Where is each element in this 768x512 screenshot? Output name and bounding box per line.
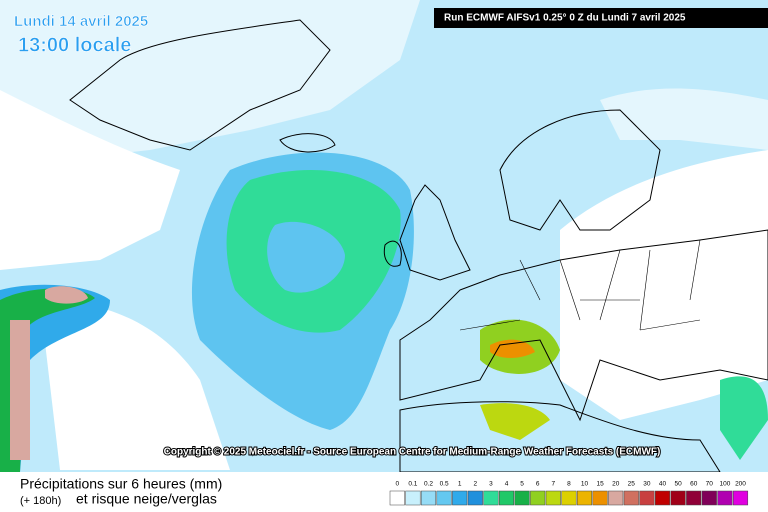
- footer-subtitle: et risque neige/verglas: [76, 491, 217, 507]
- uk-coast: [399, 184, 471, 281]
- legend-swatch: [514, 490, 530, 506]
- map: [0, 0, 768, 473]
- scandinavia-coast: [499, 109, 661, 231]
- legend-swatch: [561, 490, 577, 506]
- legend-label: 1: [458, 481, 462, 488]
- legend-label: 0.1: [408, 481, 417, 488]
- legend-label: 5: [520, 481, 524, 488]
- legend-label: 0: [395, 481, 399, 488]
- legend-swatch: [732, 490, 749, 506]
- legend-swatch: [498, 490, 515, 506]
- precip-intense: [490, 339, 535, 358]
- dry-area: [560, 150, 768, 420]
- greenland-coast: [69, 19, 331, 151]
- dry-area: [40, 300, 230, 470]
- legend-swatch: [530, 490, 546, 506]
- legend-swatch: [420, 490, 437, 506]
- precip-heavy: [480, 403, 550, 440]
- legend-label: 3: [489, 481, 493, 488]
- legend-swatch: [717, 490, 733, 506]
- legend-swatch: [545, 490, 561, 506]
- africa-coast: [399, 401, 721, 473]
- iceland-coast: [279, 133, 336, 153]
- copyright: Copyright © 2025 Meteociel.fr - Source E…: [164, 447, 661, 458]
- legend-label: 30: [643, 481, 651, 488]
- footer-title: Précipitations sur 6 heures (mm): [20, 476, 222, 492]
- precip-light: [600, 88, 768, 150]
- legend-swatch: [452, 490, 468, 506]
- time-label: 13:00 locale: [18, 34, 131, 56]
- legend-swatch: [483, 490, 499, 506]
- legend-swatch: [701, 490, 717, 506]
- legend-swatch: [405, 490, 421, 506]
- legend-swatch: [436, 490, 452, 506]
- precip-light: [0, 0, 420, 170]
- legend-label: 4: [505, 481, 509, 488]
- legend-label: 0.5: [440, 481, 449, 488]
- legend-label: 200: [735, 481, 746, 488]
- legend-label: 70: [706, 481, 714, 488]
- legend-swatch: [654, 490, 671, 506]
- precip-heavy: [720, 376, 768, 460]
- precip-moderate: [267, 221, 345, 293]
- run-label: Run ECMWF AIFSv1 0.25° 0 Z du Lundi 7 av…: [444, 13, 686, 24]
- legend-label: 10: [581, 481, 589, 488]
- legend-label: 40: [659, 481, 667, 488]
- legend-swatch: [592, 490, 608, 506]
- legend-swatch: [670, 490, 686, 506]
- legend-label: 100: [719, 481, 730, 488]
- legend-label: 8: [567, 481, 571, 488]
- date-label: Lundi 14 avril 2025: [14, 13, 148, 30]
- legend-label: 20: [612, 481, 620, 488]
- legend-swatch: [576, 490, 593, 506]
- legend-label: 6: [536, 481, 540, 488]
- dry-area: [0, 90, 180, 270]
- precip-intense: [10, 286, 88, 460]
- legend-label: 60: [690, 481, 698, 488]
- footer-lead: (+ 180h): [20, 495, 61, 507]
- ireland-coast: [383, 240, 402, 267]
- legend-label: 2: [473, 481, 477, 488]
- legend-swatch: [623, 490, 639, 506]
- legend: 0 0.1 0.2 0.5 1 2 3 4 5 6 7 8 10 15 20 25 30 40 50 60 70 100 2…: [389, 481, 749, 506]
- legend-swatch: [608, 490, 624, 506]
- legend-label: 50: [674, 481, 682, 488]
- run-box: [434, 8, 768, 28]
- legend-label: 25: [628, 481, 636, 488]
- legend-swatch: [639, 490, 655, 506]
- legend-label: 7: [551, 481, 555, 488]
- legend-swatch: [389, 490, 405, 506]
- legend-label: 15: [596, 481, 604, 488]
- legend-label: 0.2: [424, 481, 433, 488]
- legend-swatch: [686, 490, 702, 506]
- legend-swatch: [467, 490, 483, 506]
- borders: [459, 239, 701, 331]
